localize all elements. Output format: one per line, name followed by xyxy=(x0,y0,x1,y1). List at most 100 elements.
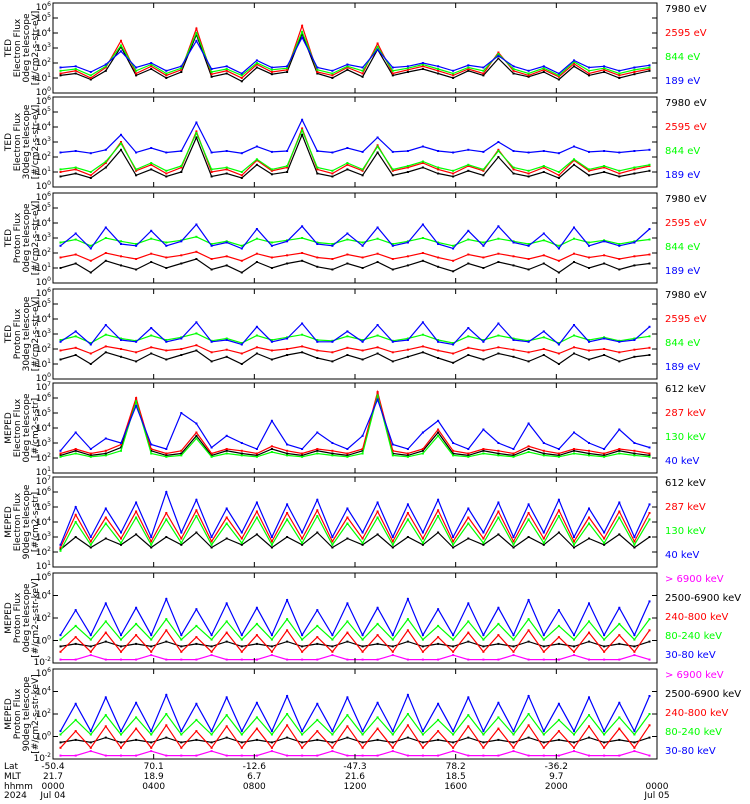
data-point-4-2-3 xyxy=(89,352,92,355)
data-point-5-1-29 xyxy=(482,449,485,452)
series-line-2-2 xyxy=(60,126,650,177)
data-point-8-1-18 xyxy=(316,754,319,757)
data-point-5-3-28 xyxy=(467,455,470,458)
data-point-8-3-39 xyxy=(633,746,636,749)
data-point-7-1-35 xyxy=(573,654,575,657)
data-point-6-1-9 xyxy=(180,543,183,546)
data-point-2-2-17 xyxy=(301,127,304,130)
data-point-2-1-7 xyxy=(150,168,153,171)
data-point-2-3-28 xyxy=(467,163,470,166)
data-point-5-3-7 xyxy=(150,452,153,455)
data-point-6-4-21 xyxy=(361,531,364,534)
data-point-1-2-14 xyxy=(255,63,258,66)
data-point-7-4-5 xyxy=(120,638,122,641)
data-point-1-2-8 xyxy=(165,74,168,77)
data-point-5-2-3 xyxy=(89,452,92,455)
data-point-2-4-1 xyxy=(59,151,62,154)
data-point-1-3-22 xyxy=(376,45,379,48)
data-point-7-3-35 xyxy=(573,650,575,653)
data-point-2-1-40 xyxy=(648,169,651,172)
data-point-1-3-34 xyxy=(557,74,560,77)
data-point-5-4-35 xyxy=(573,431,575,434)
data-point-2-4-23 xyxy=(391,150,394,153)
data-point-1-2-5 xyxy=(120,39,122,42)
data-point-2-4-12 xyxy=(225,150,228,152)
data-point-3-2-34 xyxy=(557,259,560,262)
data-point-8-4-12 xyxy=(225,714,228,717)
data-point-2-4-15 xyxy=(270,150,273,153)
data-point-3-3-27 xyxy=(452,244,455,247)
data-point-8-3-30 xyxy=(497,727,500,730)
data-point-8-5-36 xyxy=(588,696,590,699)
data-point-4-2-17 xyxy=(301,345,304,348)
y-axis-label-line-1-2: Electron Flux xyxy=(13,18,23,77)
data-point-5-4-15 xyxy=(270,419,273,422)
data-point-5-4-26 xyxy=(437,419,440,422)
data-point-5-3-31 xyxy=(512,455,515,458)
y-tick-label-7-5: 106 xyxy=(36,571,51,583)
series-line-1-3 xyxy=(60,30,650,77)
data-point-4-2-12 xyxy=(225,348,228,351)
data-point-6-3-4 xyxy=(104,522,107,525)
data-point-8-1-2 xyxy=(74,754,77,757)
data-point-1-3-7 xyxy=(150,63,153,66)
data-point-1-1-1 xyxy=(59,74,62,77)
data-point-4-1-34 xyxy=(557,363,560,365)
data-point-4-4-11 xyxy=(210,340,213,343)
data-point-5-2-11 xyxy=(210,452,213,455)
data-point-4-2-24 xyxy=(406,348,409,351)
data-point-7-2-24 xyxy=(406,640,409,643)
data-point-5-4-5 xyxy=(120,442,122,444)
data-point-3-4-8 xyxy=(165,244,168,247)
data-point-3-1-32 xyxy=(527,268,530,271)
data-point-2-2-40 xyxy=(648,165,651,167)
data-point-8-3-38 xyxy=(618,727,621,730)
data-point-5-2-2 xyxy=(74,448,77,450)
data-point-4-2-40 xyxy=(648,346,651,349)
data-point-8-5-37 xyxy=(603,730,606,733)
data-point-8-2-23 xyxy=(391,741,394,744)
y-tick-label-5-7: 107 xyxy=(36,381,51,393)
data-point-8-4-37 xyxy=(603,733,606,736)
data-point-4-2-16 xyxy=(286,348,289,350)
data-point-8-4-24 xyxy=(406,713,409,715)
data-point-5-1-26 xyxy=(437,431,440,434)
data-point-7-1-3 xyxy=(89,654,92,657)
x-row-label-4: 2024 xyxy=(4,791,27,800)
data-point-8-3-21 xyxy=(361,746,364,749)
y-tick-label-8-3: 102 xyxy=(36,708,51,720)
data-point-5-1-11 xyxy=(210,454,213,457)
data-point-7-5-27 xyxy=(452,634,455,637)
data-point-2-1-1 xyxy=(59,175,62,178)
x-tick-label-lat-4: -47.3 xyxy=(343,762,366,772)
data-point-3-4-28 xyxy=(467,229,470,232)
data-point-7-3-4 xyxy=(104,631,107,634)
series-line-8-4 xyxy=(60,712,650,736)
data-point-8-5-35 xyxy=(573,730,575,733)
data-point-3-3-21 xyxy=(361,241,364,244)
series-line-4-2 xyxy=(60,344,650,355)
data-point-8-1-8 xyxy=(165,754,168,757)
data-point-8-3-36 xyxy=(588,725,590,728)
data-point-4-4-26 xyxy=(437,340,440,343)
data-point-6-3-32 xyxy=(527,518,530,521)
data-point-6-4-35 xyxy=(573,536,575,538)
data-point-7-5-17 xyxy=(301,634,304,637)
data-point-3-4-31 xyxy=(512,241,515,244)
data-point-8-2-37 xyxy=(603,741,606,744)
y-tick-label-1-1: 100 xyxy=(36,86,51,98)
data-point-4-3-21 xyxy=(361,339,364,341)
data-point-2-1-11 xyxy=(210,175,213,178)
data-point-6-3-27 xyxy=(452,543,455,546)
data-point-4-3-17 xyxy=(301,333,304,336)
data-point-5-3-37 xyxy=(603,455,606,458)
data-point-7-5-33 xyxy=(542,634,545,637)
data-point-4-1-22 xyxy=(376,352,379,355)
data-point-6-1-16 xyxy=(286,536,289,538)
data-point-3-2-12 xyxy=(225,255,228,258)
data-point-5-1-8 xyxy=(165,454,168,457)
data-point-2-4-6 xyxy=(135,151,138,154)
data-point-2-1-2 xyxy=(74,172,77,175)
data-point-4-2-11 xyxy=(210,351,213,354)
data-point-8-4-4 xyxy=(104,714,107,717)
